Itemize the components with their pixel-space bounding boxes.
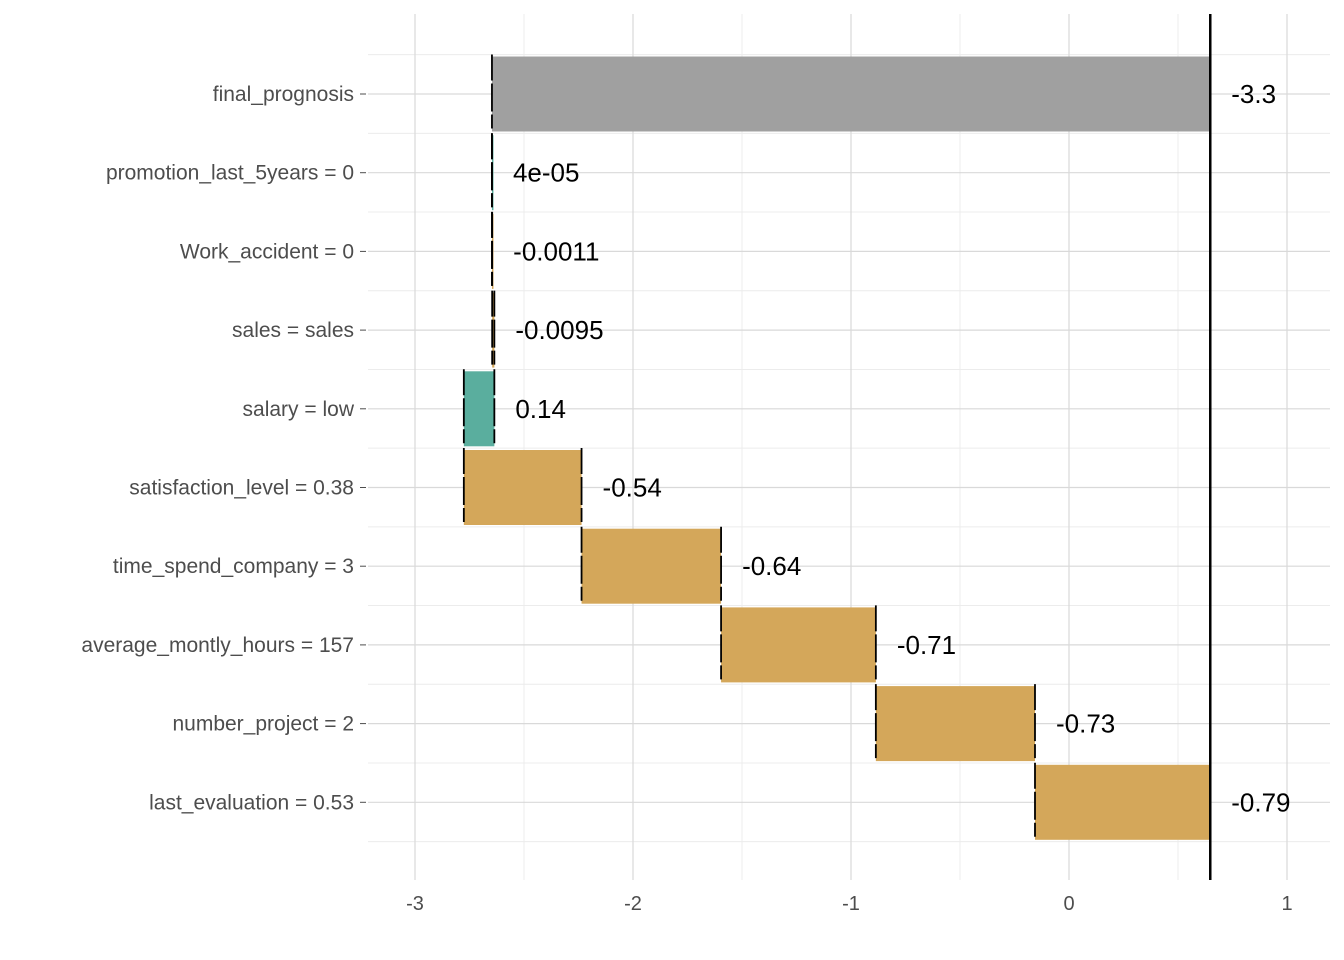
bar-contribution bbox=[463, 450, 582, 525]
category-label: promotion_last_5years = 0 bbox=[106, 162, 354, 185]
value-label: -0.0011 bbox=[513, 236, 599, 266]
category-label: salary = low bbox=[243, 398, 355, 421]
x-tick-label: -3 bbox=[406, 893, 424, 915]
bar-contribution bbox=[1034, 764, 1211, 840]
bar-final bbox=[491, 56, 1211, 132]
category-label: average_montly_hours = 157 bbox=[81, 634, 354, 657]
x-tick-label: -2 bbox=[624, 893, 642, 915]
bar-contribution bbox=[463, 371, 495, 447]
value-label: -3.3 bbox=[1231, 79, 1276, 109]
x-tick-label: 0 bbox=[1063, 893, 1074, 915]
category-label: number_project = 2 bbox=[172, 713, 354, 736]
bar-contribution bbox=[492, 292, 495, 368]
value-labels: -3.3 4e-05 -0.0011 -0.0095 0.14 -0.54 -0.64 -0.… bbox=[513, 79, 1291, 817]
x-tick-label: 1 bbox=[1281, 893, 1292, 915]
category-label: sales = sales bbox=[232, 319, 354, 342]
bar-contribution bbox=[875, 686, 1035, 762]
category-label: final_prognosis bbox=[213, 83, 354, 106]
value-label: -0.0095 bbox=[515, 315, 603, 345]
value-label: -0.79 bbox=[1231, 787, 1290, 817]
category-label: last_evaluation = 0.53 bbox=[149, 791, 354, 814]
value-label: 0.14 bbox=[515, 394, 566, 424]
value-label: -0.73 bbox=[1056, 709, 1115, 739]
category-label: Work_accident = 0 bbox=[180, 240, 354, 263]
value-label: 4e-05 bbox=[513, 158, 580, 188]
bar-contribution bbox=[721, 607, 876, 683]
category-label: time_spend_company = 3 bbox=[113, 555, 354, 578]
bars-layer bbox=[463, 56, 1211, 840]
x-axis-ticks: -3 -2 -1 0 1 bbox=[406, 893, 1292, 915]
bar-contribution bbox=[581, 528, 722, 604]
category-labels: final_prognosis promotion_last_5years = 0… bbox=[81, 83, 366, 814]
value-label: -0.54 bbox=[603, 473, 662, 503]
value-label: -0.71 bbox=[897, 630, 956, 660]
value-label: -0.64 bbox=[742, 551, 801, 581]
grid bbox=[368, 14, 1330, 880]
x-tick-label: -1 bbox=[842, 893, 860, 915]
category-label: satisfaction_level = 0.38 bbox=[129, 477, 354, 500]
